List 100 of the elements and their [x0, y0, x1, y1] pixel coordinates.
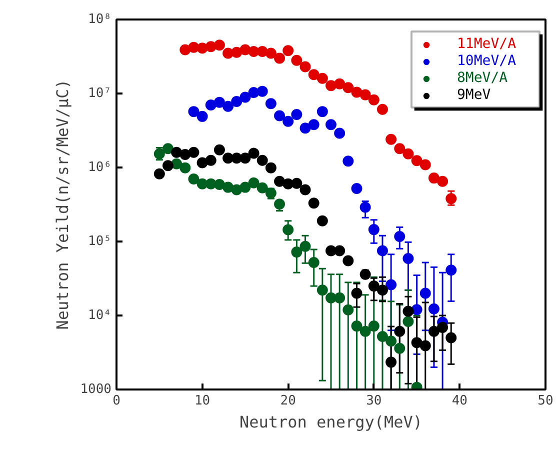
y-tick-label: 1000: [80, 382, 112, 397]
legend-label: 9MeV: [457, 87, 491, 103]
point: [256, 182, 268, 194]
x-axis-title: Neutron energy(MeV): [239, 412, 423, 432]
point: [411, 155, 422, 166]
legend-label: 8MeV/A: [457, 70, 508, 86]
y-tick-label: 10⁶: [88, 160, 112, 175]
point: [188, 146, 200, 158]
point: [360, 89, 371, 100]
point: [394, 230, 406, 242]
point: [316, 284, 328, 296]
point: [376, 284, 388, 296]
point: [360, 326, 371, 337]
point: [394, 143, 406, 154]
point: [240, 182, 251, 193]
point: [274, 52, 286, 64]
point: [282, 116, 294, 127]
legend-label: 10MeV/A: [457, 53, 516, 69]
point: [214, 144, 225, 156]
point: [256, 86, 268, 97]
point: [402, 148, 414, 160]
point: [265, 162, 276, 174]
point: [291, 109, 302, 120]
point: [162, 160, 174, 172]
point: [196, 110, 208, 122]
point: [446, 332, 457, 344]
point: [428, 303, 440, 314]
point: [205, 154, 216, 166]
point: [342, 304, 354, 316]
point: [351, 183, 362, 194]
point: [386, 336, 397, 347]
point: [376, 331, 388, 342]
point: [291, 178, 302, 189]
point: [351, 86, 362, 98]
point: [282, 45, 294, 56]
point: [334, 78, 346, 90]
y-tick-label: 10⁸: [88, 12, 112, 27]
point: [368, 320, 380, 332]
point: [231, 184, 242, 196]
point: [162, 143, 174, 154]
point: [351, 288, 362, 299]
point: [222, 152, 234, 164]
point: [291, 246, 302, 258]
point: [222, 182, 234, 193]
point: [300, 122, 311, 134]
point: [171, 146, 182, 158]
point: [342, 156, 354, 167]
point: [351, 320, 362, 332]
x-tick-label: 40: [452, 394, 468, 408]
point: [326, 80, 336, 92]
point: [248, 148, 260, 159]
point: [282, 224, 294, 236]
point: [274, 176, 286, 187]
x-tick-label: 10: [194, 394, 210, 408]
point: [196, 157, 208, 168]
x-tick-label: 20: [280, 394, 296, 408]
y-tick-label: 10⁷: [88, 86, 112, 101]
point: [326, 119, 336, 130]
y-axis-title: Neutron Yeild(n/sr/MeV/μC): [53, 79, 72, 330]
point: [300, 184, 311, 196]
point: [334, 292, 346, 304]
point: [386, 356, 397, 368]
point: [231, 96, 242, 107]
point: [205, 41, 216, 52]
point: [420, 340, 431, 352]
point: [446, 264, 457, 276]
point: [437, 176, 448, 187]
point: [180, 162, 191, 174]
point: [240, 92, 251, 103]
point: [274, 110, 286, 122]
point: [205, 99, 216, 110]
point: [437, 322, 448, 333]
point: [231, 46, 242, 58]
point: [240, 44, 251, 56]
point: [308, 69, 320, 80]
point: [446, 193, 457, 204]
point: [265, 98, 276, 110]
point: [256, 154, 268, 166]
point: [300, 240, 311, 252]
point: [188, 106, 200, 118]
point: [428, 326, 440, 337]
point: [300, 61, 311, 72]
point: [376, 104, 388, 115]
point: [222, 100, 234, 112]
point: [248, 177, 260, 188]
point: [256, 46, 268, 57]
point: [214, 40, 225, 51]
y-tick-label: 10⁵: [88, 234, 112, 249]
point: [308, 257, 320, 268]
point: [308, 119, 320, 130]
point: [402, 252, 414, 264]
point: [214, 178, 225, 190]
x-tick-label: 50: [538, 394, 554, 408]
x-tick-label: 30: [366, 394, 382, 408]
point: [188, 173, 200, 184]
x-tick-label: 0: [112, 394, 120, 408]
point: [402, 306, 414, 317]
point: [368, 224, 380, 236]
point: [386, 134, 397, 145]
point: [368, 94, 380, 106]
